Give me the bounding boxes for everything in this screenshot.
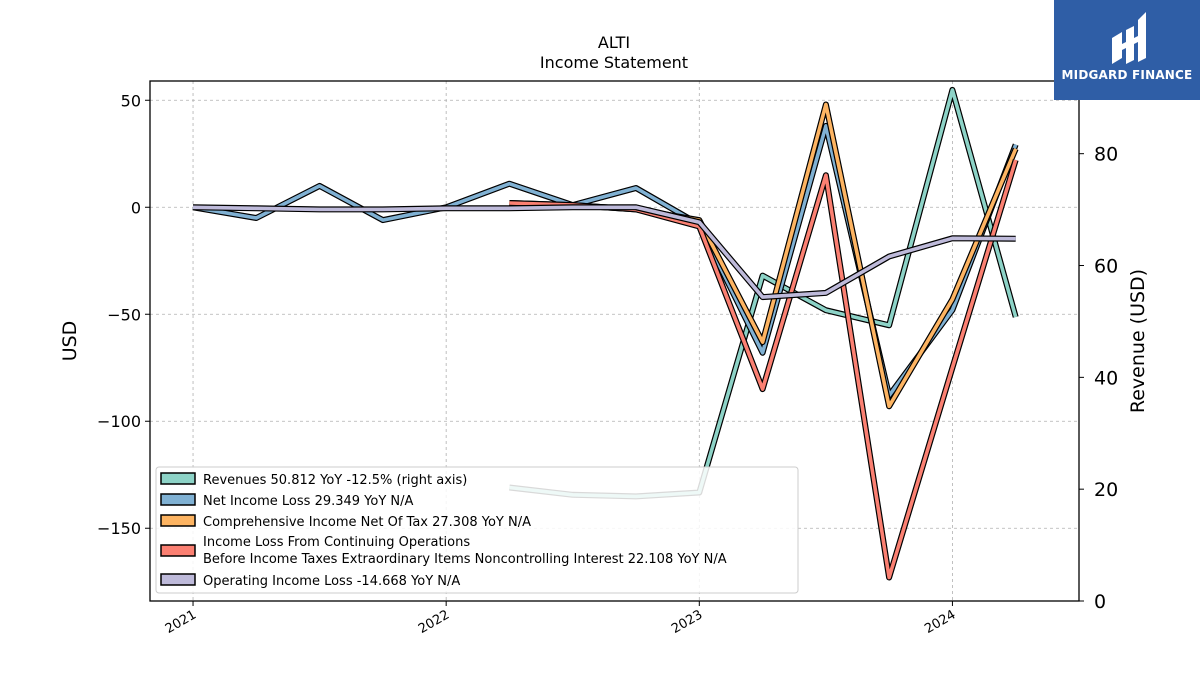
chart-title: ALTI: [598, 33, 630, 52]
plot-frame: [149, 80, 1080, 602]
right-tick-label: 60: [1094, 256, 1118, 278]
left-tick-label: −150: [97, 519, 141, 538]
legend-label: Revenues 50.812 YoY -12.5% (right axis): [203, 473, 467, 488]
legend: Revenues 50.812 YoY -12.5% (right axis) N…: [155, 466, 799, 594]
right-tick-label: 20: [1094, 479, 1118, 501]
legend-label: Income Loss From Continuing Operations: [203, 535, 470, 550]
chart-subtitle: Income Statement: [540, 53, 688, 72]
legend-label: Comprehensive Income Net Of Tax 27.308 Y…: [203, 515, 531, 530]
right-axis-ticks: 80 60 40 20 0: [1079, 144, 1118, 613]
series-line-outline: [509, 101, 1019, 410]
series-line-outline: [192, 204, 1016, 301]
legend-swatch: [160, 514, 196, 527]
legend-box: [155, 466, 799, 594]
series-line: [192, 124, 1018, 398]
legend-swatch: [160, 544, 196, 557]
x-tick-label: 2021: [163, 607, 199, 637]
legend-swatch: [160, 472, 196, 485]
right-tick-label: 40: [1094, 367, 1118, 389]
series-3: [509, 101, 1019, 410]
left-axis-ticks: 50 0 −50 −100 −150: [97, 91, 150, 538]
series-line-outline: [192, 122, 1019, 399]
x-axis-ticks: 2021 2022 2023 2024: [163, 601, 958, 637]
series-2: [192, 122, 1019, 399]
series-line: [192, 205, 1016, 299]
legend-swatch: [160, 493, 196, 506]
left-tick-label: 0: [131, 198, 141, 217]
right-tick-label: 0: [1094, 591, 1106, 613]
legend-swatch: [160, 573, 196, 586]
logo-text: MIDGARD FINANCE: [1061, 68, 1193, 82]
x-tick-label: 2023: [669, 607, 705, 637]
left-tick-label: 50: [121, 91, 141, 110]
left-tick-label: −100: [97, 412, 141, 431]
right-axis-label: Revenue (USD): [1127, 269, 1149, 413]
legend-label: Operating Income Loss -14.668 YoY N/A: [203, 574, 460, 589]
right-tick-label: 80: [1094, 144, 1118, 166]
legend-label: Before Income Taxes Extraordinary Items …: [203, 552, 727, 567]
brand-logo: MIDGARD FINANCE: [1054, 0, 1200, 100]
legend-label: Net Income Loss 29.349 YoY N/A: [203, 494, 414, 509]
series-line: [509, 102, 1018, 409]
x-tick-label: 2024: [922, 607, 958, 637]
logo-mark-icon: [1112, 12, 1146, 64]
series-5: [192, 204, 1016, 301]
grid: [150, 81, 1079, 601]
x-tick-label: 2022: [416, 607, 452, 637]
left-tick-label: −50: [107, 305, 141, 324]
series-lines: [192, 86, 1019, 581]
left-axis-label: USD: [59, 321, 81, 362]
